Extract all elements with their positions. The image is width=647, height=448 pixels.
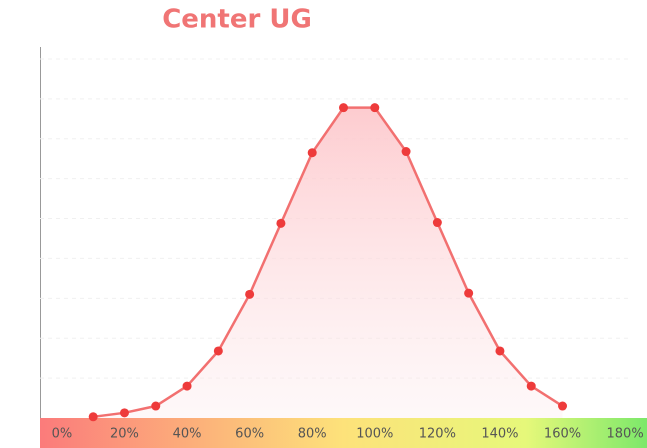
line <box>93 106 564 419</box>
x-tick-label: 100% <box>356 427 393 442</box>
point <box>464 288 474 298</box>
x-tick-label: 140% <box>481 427 518 442</box>
point <box>119 408 129 418</box>
point <box>151 401 161 411</box>
point <box>526 381 536 391</box>
x-tick-label: 160% <box>544 427 581 442</box>
x-tick-label: 40% <box>173 427 202 442</box>
area <box>93 107 563 418</box>
point <box>495 346 505 356</box>
x-tick-label: 80% <box>298 427 327 442</box>
x-axis-band <box>40 418 647 448</box>
point <box>558 401 568 411</box>
point <box>88 412 98 422</box>
point <box>182 381 192 391</box>
point <box>245 289 255 299</box>
point <box>213 346 223 356</box>
point <box>401 147 411 157</box>
x-tick-label: 20% <box>110 427 139 442</box>
point <box>432 218 442 228</box>
point <box>307 148 317 158</box>
point <box>276 218 286 228</box>
point <box>339 103 348 113</box>
x-tick-label: 60% <box>235 427 264 442</box>
x-tick-label: 0% <box>52 427 73 442</box>
chart-title: Center UG <box>162 5 312 35</box>
x-tick-label: 120% <box>419 427 456 442</box>
point <box>370 103 380 113</box>
x-tick-label: 180% <box>607 427 644 442</box>
